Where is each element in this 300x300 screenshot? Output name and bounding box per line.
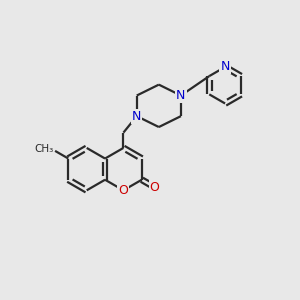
Text: O: O bbox=[118, 184, 128, 197]
Text: N: N bbox=[176, 89, 186, 102]
Text: CH₃: CH₃ bbox=[34, 144, 54, 154]
Text: N: N bbox=[132, 110, 141, 123]
Text: O: O bbox=[150, 181, 160, 194]
Text: N: N bbox=[220, 61, 230, 74]
